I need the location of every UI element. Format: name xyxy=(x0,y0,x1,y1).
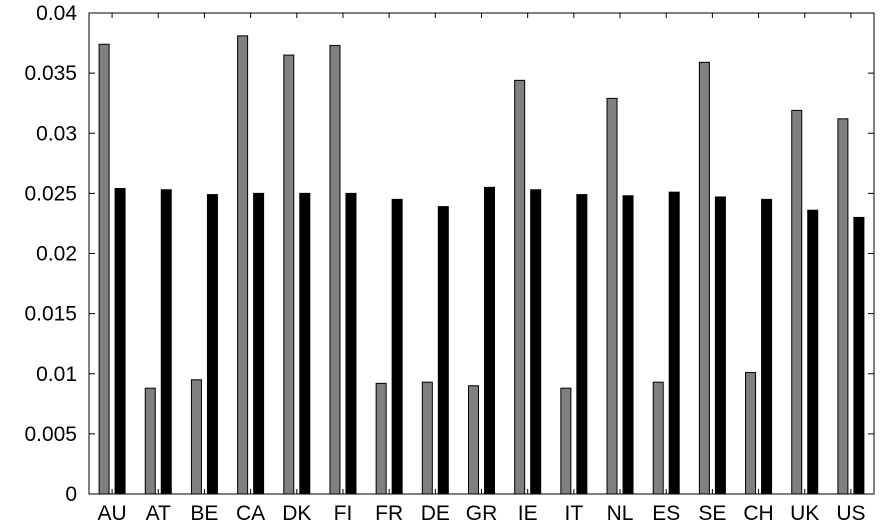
bar-series-1-ca xyxy=(237,35,249,495)
x-tick-label: DK xyxy=(282,502,311,525)
bar-series-1-ie xyxy=(514,79,526,495)
bar-series-2-ch xyxy=(761,198,773,495)
bar-series-2-us xyxy=(853,216,865,495)
y-axis: 0 0.005 0.01 0.015 0.02 0.025 0.03 0.035 0.04 xyxy=(24,2,874,506)
y-tick-label: 0.005 xyxy=(24,423,77,446)
y-tick-label: 0.04 xyxy=(36,2,77,25)
bar-series-1-gr xyxy=(468,385,479,495)
y-tick-label: 0.035 xyxy=(24,62,77,85)
bar-series-2-de xyxy=(437,206,449,495)
plot-area xyxy=(88,12,875,495)
bar-series-2-fr xyxy=(391,198,403,495)
bar-series-1-ch xyxy=(745,372,757,495)
x-tick-label: AT xyxy=(146,502,171,525)
bar-series-2-ca xyxy=(253,192,265,495)
x-tick-label: UK xyxy=(790,502,819,525)
x-tick-label: GR xyxy=(466,502,498,525)
bar-series-1-at xyxy=(144,387,156,495)
y-tick-label: 0 xyxy=(65,483,77,506)
x-tick-label: ES xyxy=(652,502,680,525)
bar-series-2-nl xyxy=(622,195,634,495)
bar-series-1-au xyxy=(98,43,110,495)
bar-series-1-us xyxy=(837,118,849,495)
bar-series-2-ie xyxy=(530,189,542,495)
bar-series-1-fr xyxy=(375,382,387,495)
bar-series-1-es xyxy=(652,381,664,495)
bar-series-1-se xyxy=(698,61,710,495)
x-tick-label: IT xyxy=(565,502,584,525)
x-axis: AU AT BE CA DK FI FR DE GR IE IT NL ES SE CH UK US xyxy=(97,13,866,525)
bar-series-2-be xyxy=(206,194,218,495)
x-tick-label: IE xyxy=(518,502,538,525)
bar-series-2-fi xyxy=(345,192,357,495)
x-tick-label: AU xyxy=(97,502,126,525)
bars xyxy=(98,35,865,495)
bar-series-2-it xyxy=(576,194,588,495)
x-tick-label: US xyxy=(836,502,865,525)
x-tick-label: CA xyxy=(236,502,265,525)
x-tick-label: NL xyxy=(607,502,634,525)
x-tick-label: BE xyxy=(190,502,218,525)
y-tick-label: 0.015 xyxy=(24,303,77,326)
x-tick-label: FR xyxy=(375,502,403,525)
y-tick-label: 0.01 xyxy=(36,363,77,386)
bar-series-1-be xyxy=(190,379,202,495)
bar-series-2-au xyxy=(114,188,126,495)
bar-series-2-at xyxy=(160,189,172,495)
x-tick-label: SE xyxy=(698,502,726,525)
bar-series-1-de xyxy=(421,381,433,495)
x-tick-label: DE xyxy=(421,502,450,525)
bar-series-2-dk xyxy=(299,192,311,495)
bar-series-2-es xyxy=(668,191,680,495)
bar-series-2-se xyxy=(714,196,726,495)
bar-series-1-uk xyxy=(791,109,803,495)
bar-series-2-uk xyxy=(807,209,819,495)
bar-series-1-nl xyxy=(606,97,618,495)
bar-series-1-it xyxy=(560,387,572,495)
y-tick-label: 0.025 xyxy=(24,182,77,205)
bar-series-2-gr xyxy=(484,186,495,495)
x-tick-label: FI xyxy=(334,502,353,525)
x-tick-label: CH xyxy=(743,502,773,525)
bar-series-1-fi xyxy=(329,44,341,495)
y-tick-label: 0.02 xyxy=(36,243,77,266)
y-tick-label: 0.03 xyxy=(36,122,77,145)
axes-box xyxy=(88,12,875,495)
bar-series-1-dk xyxy=(283,54,295,495)
